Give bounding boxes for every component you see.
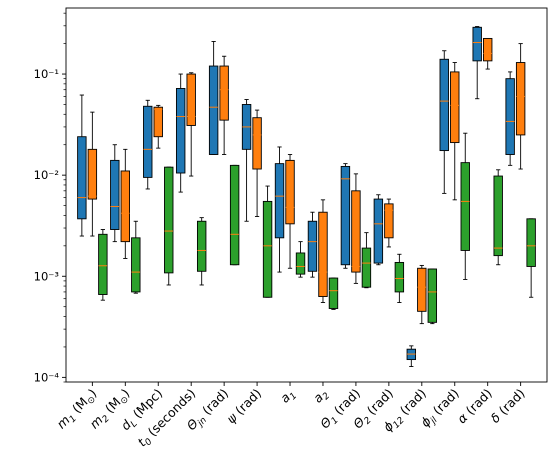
box-series1-5 <box>208 41 219 155</box>
box-series2-12 <box>450 62 460 201</box>
iqr-box <box>295 252 306 275</box>
iqr-box <box>515 62 526 136</box>
iqr-box <box>262 200 273 298</box>
box-series1-9 <box>340 163 351 269</box>
box-series2-14 <box>515 43 526 170</box>
iqr-box <box>450 71 460 144</box>
iqr-box <box>186 73 196 126</box>
axes-frame <box>65 7 548 383</box>
iqr-box <box>274 163 285 239</box>
iqr-box <box>219 65 229 121</box>
box-series3-1 <box>98 229 108 301</box>
iqr-box <box>307 220 318 272</box>
iqr-box <box>285 159 295 225</box>
x-tick-label: ψ (rad) <box>223 386 264 427</box>
iqr-box <box>328 277 339 309</box>
iqr-box <box>361 247 372 288</box>
iqr-box <box>439 58 449 152</box>
box-series1-6 <box>241 99 252 222</box>
box-series1-4 <box>175 73 186 193</box>
iqr-box <box>493 175 503 257</box>
iqr-box <box>143 105 153 178</box>
box-series3-6 <box>262 185 273 298</box>
iqr-box <box>87 148 98 200</box>
box-series2-5 <box>219 55 229 155</box>
box-series2-3 <box>153 104 163 149</box>
y-tick-label: 10⁻¹ <box>34 67 59 81</box>
box-series3-10 <box>394 253 405 303</box>
iqr-box <box>164 166 174 274</box>
plot-area <box>77 26 536 367</box>
iqr-box <box>384 203 394 239</box>
box-series3-4 <box>196 217 207 286</box>
box-series2-11 <box>417 264 427 325</box>
box-series3-13 <box>493 169 503 266</box>
iqr-box <box>460 162 470 251</box>
iqr-box <box>153 106 163 138</box>
iqr-box <box>472 26 482 62</box>
iqr-box <box>394 261 405 293</box>
box-series2-8 <box>318 199 328 303</box>
box-series2-2 <box>120 148 131 259</box>
box-series1-12 <box>439 50 449 194</box>
box-series1-13 <box>472 26 482 100</box>
x-tick-label: m2 (M⊙) <box>86 386 134 434</box>
iqr-box <box>131 237 141 293</box>
iqr-box <box>252 117 262 170</box>
box-series3-5 <box>229 164 240 266</box>
x-tick-label: δ (rad) <box>487 386 527 426</box>
box-series3-12 <box>460 132 470 280</box>
iqr-box <box>77 136 87 220</box>
iqr-box <box>427 268 438 323</box>
box-series2-7 <box>285 154 295 269</box>
box-series2-1 <box>87 111 98 237</box>
x-tick-label: a2 <box>310 385 332 407</box>
x-tick-label: a1 <box>277 386 299 408</box>
iqr-box <box>373 198 384 264</box>
box-series2-6 <box>252 109 262 217</box>
iqr-box <box>482 37 493 62</box>
iqr-box <box>340 165 351 266</box>
box-series3-7 <box>295 241 306 278</box>
x-tick-label: α (rad) <box>454 386 495 427</box>
box-series1-2 <box>110 144 120 243</box>
box-series1-14 <box>505 71 515 166</box>
iqr-box <box>351 190 361 273</box>
iqr-box <box>526 218 536 267</box>
box-series3-14 <box>526 218 536 298</box>
iqr-box <box>417 267 427 312</box>
iqr-box <box>110 159 120 230</box>
box-series3-2 <box>131 220 141 294</box>
box-series1-8 <box>307 211 318 278</box>
box-series1-11 <box>406 345 417 367</box>
y-tick-label: 10⁻² <box>34 168 59 182</box>
iqr-box <box>208 65 219 155</box>
box-series2-9 <box>351 173 361 284</box>
box-series2-4 <box>186 72 196 177</box>
y-tick-label: 10⁻⁴ <box>34 370 60 384</box>
box-series1-7 <box>274 146 285 273</box>
iqr-box <box>229 164 240 266</box>
box-series3-3 <box>164 166 174 286</box>
box-series3-8 <box>328 277 339 310</box>
box-series2-10 <box>384 198 394 248</box>
box-series1-3 <box>143 99 153 190</box>
y-tick-label: 10⁻³ <box>34 269 60 283</box>
box-series2-13 <box>482 37 493 70</box>
iqr-box <box>196 220 207 272</box>
y-axis: 10⁻⁴ 10⁻³ 10⁻² 10⁻¹ <box>34 12 66 384</box>
iqr-box <box>120 170 131 243</box>
box-series3-9 <box>361 232 372 289</box>
box-series1-1 <box>77 94 87 237</box>
iqr-box <box>505 78 515 155</box>
box-series1-10 <box>373 194 384 266</box>
iqr-box <box>318 211 328 298</box>
iqr-box <box>175 88 186 174</box>
box-series3-11 <box>427 268 438 325</box>
x-axis: m1 (M⊙)m2 (M⊙)dL (Mpc)t0 (seconds)Θjn (r… <box>54 382 528 449</box>
iqr-box <box>98 233 108 295</box>
